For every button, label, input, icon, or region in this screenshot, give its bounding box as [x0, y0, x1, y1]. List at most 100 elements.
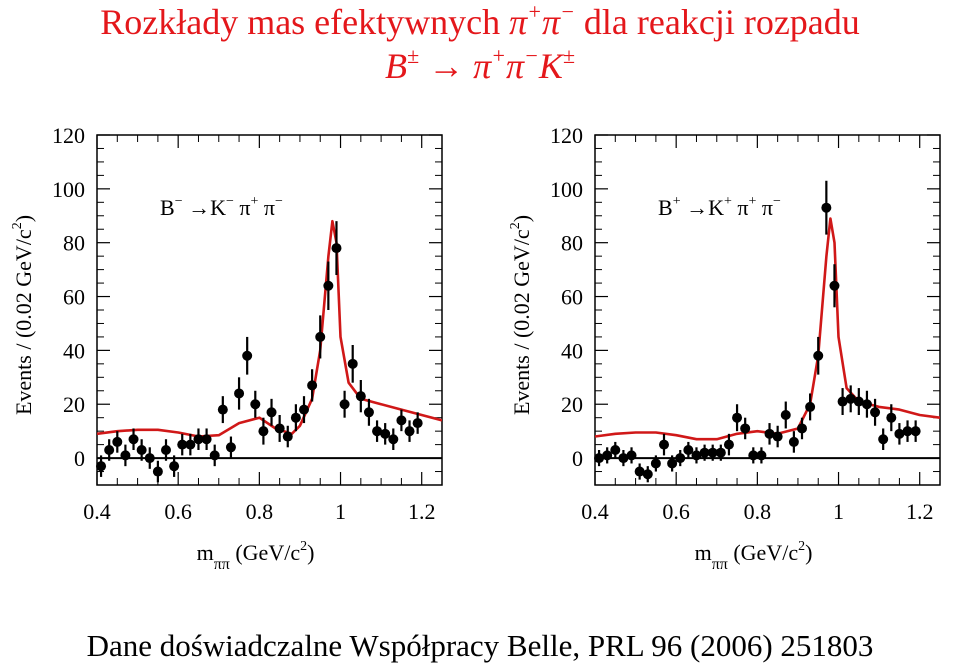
- data-point: [96, 461, 107, 472]
- data-point: [642, 469, 653, 480]
- x-tick-label: 0.4: [581, 499, 609, 524]
- data-point: [225, 442, 236, 453]
- data-point: [813, 350, 824, 361]
- y-axis-title: Events / (0.02 GeV/c2): [10, 215, 36, 415]
- data-point: [331, 243, 342, 254]
- data-point: [910, 426, 921, 437]
- x-tick-label: 0.6: [164, 499, 192, 524]
- data-point: [120, 450, 131, 461]
- data-point: [274, 423, 285, 434]
- data-point: [380, 428, 391, 439]
- y-tick-label: 20: [561, 392, 583, 417]
- y-tick-label: 80: [63, 231, 85, 256]
- data-point: [282, 431, 293, 442]
- y-tick-label: 80: [561, 231, 583, 256]
- data-point: [715, 447, 726, 458]
- data-point: [602, 450, 613, 461]
- plot-frame: [96, 134, 443, 486]
- data-point: [594, 453, 605, 464]
- data-point: [185, 439, 196, 450]
- data-point: [299, 404, 309, 415]
- data-point: [691, 450, 702, 461]
- data-point: [234, 388, 245, 399]
- data-point: [837, 396, 848, 407]
- data-point: [707, 447, 718, 458]
- data-point: [363, 407, 374, 418]
- title-pi-minus: π−: [542, 0, 575, 43]
- data-point: [250, 399, 261, 410]
- data-point: [209, 450, 220, 461]
- data-point: [797, 423, 807, 434]
- data-point: [217, 404, 228, 415]
- data-point: [894, 428, 905, 439]
- y-tick-label: 0: [74, 446, 85, 471]
- data-point: [396, 415, 407, 426]
- data-point: [902, 426, 913, 437]
- chart-b-plus: 0 20 40 60 80 100 120 0.4 0.6 0.8 1 1.2 Events / (0.…: [508, 123, 941, 573]
- data-point: [161, 445, 171, 455]
- data-point: [659, 439, 669, 450]
- x-axis-title: mππ (GeV/c2): [197, 539, 315, 573]
- data-point: [634, 466, 645, 477]
- title-pi1: π+: [473, 43, 506, 87]
- data-point: [699, 447, 710, 458]
- x-tick-label: 1.2: [906, 499, 934, 524]
- y-tick-label: 20: [63, 392, 85, 417]
- source-citation: Dane doświadczalne Współpracy Belle, PRL…: [86, 628, 874, 663]
- data-point: [290, 412, 301, 423]
- data-point: [788, 436, 799, 447]
- x-tick-label: 1: [335, 499, 346, 524]
- fit-curve: [595, 217, 940, 441]
- data-point: [675, 453, 686, 464]
- x-axis-title: mππ (GeV/c2): [695, 539, 813, 573]
- data-point: [764, 428, 775, 439]
- data-point: [780, 410, 791, 420]
- data-point: [626, 450, 637, 461]
- data-point: [805, 401, 816, 412]
- data-point: [404, 426, 415, 437]
- x-tick-label: 0.8: [744, 499, 772, 524]
- data-point: [242, 350, 253, 361]
- y-tick-label: 100: [52, 177, 85, 202]
- data-point: [886, 412, 897, 423]
- data-point: [136, 445, 147, 455]
- data-point: [372, 426, 383, 437]
- data-point: [683, 445, 694, 455]
- y-tick-label: 120: [52, 123, 85, 148]
- chart-b-minus: 0 20 40 60 80 100 120 0.4 0.6 0.8 1 1.2 Events / (0.…: [10, 123, 443, 573]
- title-pi2: π−: [505, 43, 539, 87]
- y-tick-label: 60: [63, 285, 85, 310]
- decay-label: B+ →K+ π+ π−: [658, 194, 781, 220]
- slide-title-line2: B± → π+π−K±: [0, 43, 960, 87]
- decay-label: B− →K− π+ π−: [160, 194, 283, 220]
- data-point: [355, 391, 366, 402]
- data-point: [258, 426, 269, 437]
- data-point: [732, 412, 743, 423]
- data-point: [266, 407, 277, 418]
- fit-curve: [97, 219, 442, 438]
- data-point: [772, 431, 783, 442]
- data-point: [610, 445, 621, 455]
- data-point: [128, 434, 139, 445]
- data-point: [748, 450, 759, 461]
- x-tick-label: 1: [833, 499, 844, 524]
- data-point: [723, 439, 734, 450]
- x-tick-label: 0.4: [83, 499, 111, 524]
- title-kaon: K±: [538, 43, 575, 87]
- data-point: [339, 399, 350, 410]
- title-arrow: →: [428, 46, 465, 86]
- data-point: [667, 458, 678, 469]
- data-point: [315, 331, 326, 342]
- data-point: [650, 458, 661, 469]
- slide-title-line1: Rozkłady mas efektywnych π+π− dla reakcj…: [0, 0, 960, 43]
- title-prefix: Rozkłady mas efektywnych: [100, 2, 510, 42]
- y-axis-title: Events / (0.02 GeV/c2): [508, 215, 534, 415]
- data-point: [829, 280, 840, 291]
- data-point: [878, 434, 889, 445]
- y-tick-label: 40: [561, 338, 583, 363]
- data-point: [861, 399, 872, 410]
- x-tick-label: 1.2: [408, 499, 436, 524]
- y-tick-label: 60: [561, 285, 583, 310]
- data-point: [845, 393, 856, 404]
- y-tick-label: 40: [63, 338, 85, 363]
